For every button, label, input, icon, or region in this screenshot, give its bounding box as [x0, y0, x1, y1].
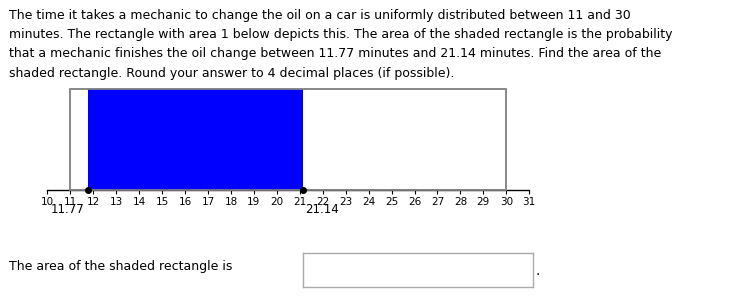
Text: The area of the shaded rectangle is: The area of the shaded rectangle is: [9, 260, 233, 273]
Text: 11.77: 11.77: [51, 203, 85, 215]
Text: The time it takes a mechanic to change the oil on a car is uniformly distributed: The time it takes a mechanic to change t…: [9, 9, 631, 22]
Bar: [70, 89, 507, 191]
Bar: [70, 89, 507, 191]
Text: that a mechanic finishes the oil change between 11.77 minutes and 21.14 minutes.: that a mechanic finishes the oil change …: [9, 47, 661, 60]
Text: minutes. The rectangle with area 1 below depicts this. The area of the shaded re: minutes. The rectangle with area 1 below…: [9, 28, 673, 41]
Bar: [88, 89, 303, 191]
Text: .: .: [535, 264, 539, 279]
Text: shaded rectangle. Round your answer to 4 decimal places (if possible).: shaded rectangle. Round your answer to 4…: [9, 67, 455, 80]
Text: 21.14: 21.14: [305, 203, 339, 215]
